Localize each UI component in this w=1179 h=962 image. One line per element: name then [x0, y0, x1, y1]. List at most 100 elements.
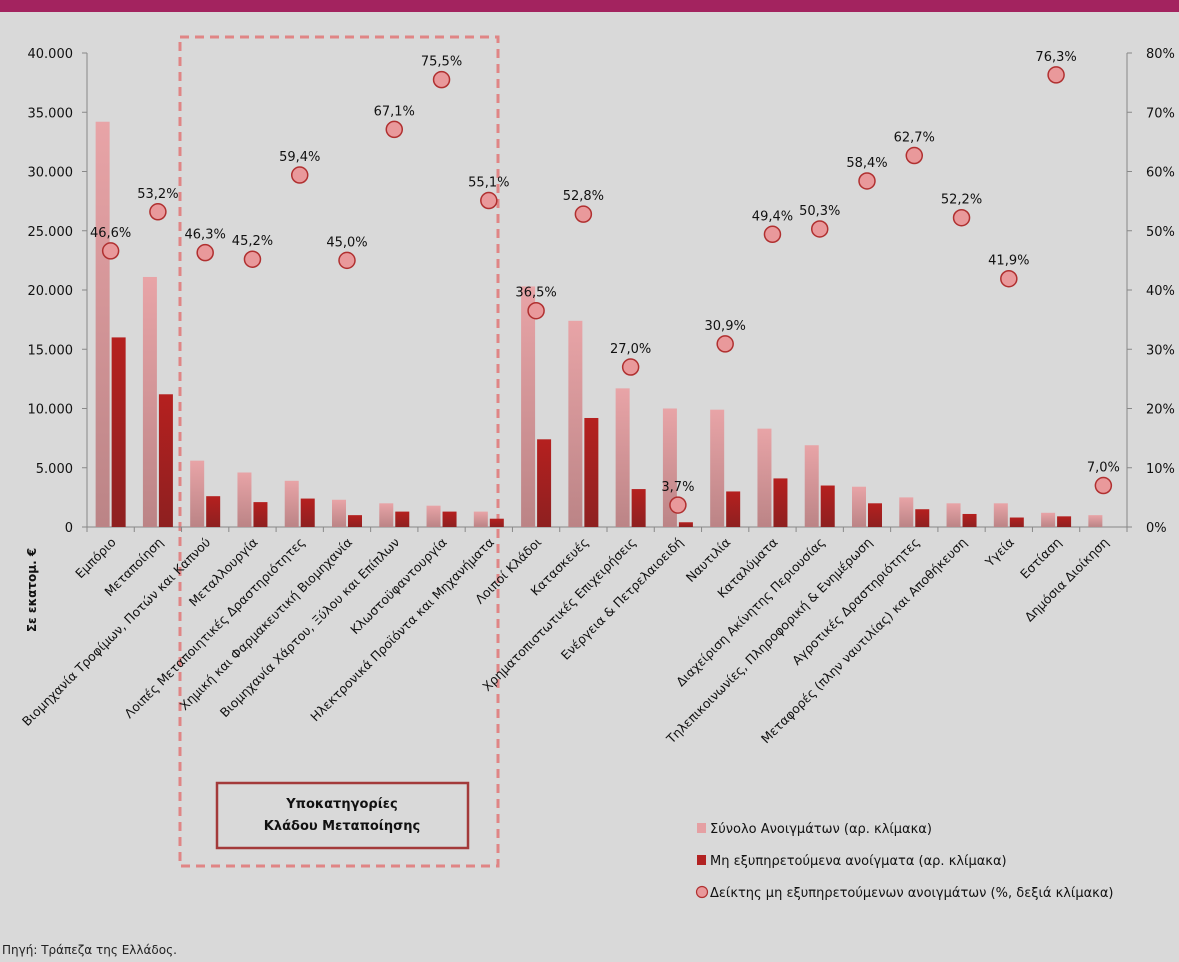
- ratio-point: [574, 205, 593, 223]
- y-axis-title: Σε εκατομ. €: [25, 548, 39, 632]
- bar-npe: [348, 515, 362, 527]
- ratio-point: [810, 220, 829, 238]
- ratio-point: [716, 335, 734, 353]
- ratio-point: [763, 225, 782, 244]
- bar-total: [95, 121, 110, 527]
- bar-total: [190, 460, 205, 527]
- y2-tick-label: 70%: [1146, 106, 1175, 121]
- bar-npe: [1009, 517, 1024, 527]
- ratio-point: [149, 203, 167, 221]
- bar-npe: [395, 511, 410, 527]
- ratio-point: [480, 191, 498, 210]
- subcategory-label-line2: Κλάδου Μεταποίησης: [264, 819, 420, 834]
- y-tick-label: 30.000: [28, 166, 74, 181]
- ratio-point: [196, 243, 214, 262]
- legend-swatch-total: [697, 823, 706, 833]
- legend-entry: Μη εξυπηρετούμενα ανοίγματα (αρ. κλίμακα…: [710, 854, 1007, 869]
- legend-swatch-npe: [697, 855, 706, 865]
- ratio-data-label: 55,1%: [468, 176, 509, 191]
- ratio-point: [1047, 66, 1065, 84]
- ratio-data-label: 53,2%: [137, 187, 178, 202]
- y2-tick-label: 0%: [1146, 521, 1167, 536]
- y2-tick-label: 40%: [1146, 284, 1175, 299]
- ratio-point: [432, 70, 451, 89]
- bar-npe: [300, 498, 315, 527]
- bar-total: [662, 408, 677, 527]
- y2-tick-label: 80%: [1146, 47, 1175, 62]
- ratio-data-label: 45,0%: [326, 235, 367, 250]
- ratio-point: [101, 242, 120, 260]
- bar-total: [993, 503, 1008, 527]
- category-label: Υγεία: [981, 535, 1017, 571]
- bar-total: [899, 497, 914, 527]
- bar-total: [757, 428, 772, 527]
- bar-npe: [442, 511, 457, 527]
- legend-entry: Δείκτης μη εξυπηρετούμενων ανοιγμάτων (%…: [710, 886, 1113, 901]
- ratio-data-label: 52,8%: [563, 189, 604, 204]
- ratio-point: [243, 250, 262, 268]
- ratio-data-label: 58,4%: [846, 156, 887, 171]
- y2-tick-label: 30%: [1146, 343, 1175, 358]
- ratio-data-label: 59,4%: [279, 150, 320, 165]
- bar-npe: [915, 509, 930, 527]
- bar-total: [804, 445, 819, 527]
- ratio-point: [338, 251, 356, 270]
- ratio-point: [290, 166, 309, 184]
- ratio-data-label: 49,4%: [752, 209, 793, 224]
- ratio-data-label: 75,5%: [421, 55, 462, 70]
- bar-total: [615, 388, 630, 527]
- bar-npe: [726, 491, 741, 527]
- ratio-point: [1094, 476, 1113, 495]
- ratio-data-label: 62,7%: [894, 131, 935, 146]
- bar-npe: [158, 394, 173, 527]
- ratio-data-label: 52,2%: [941, 193, 982, 208]
- ratio-data-label: 45,2%: [232, 234, 273, 249]
- y2-tick-label: 50%: [1146, 225, 1175, 240]
- y-tick-label: 5.000: [36, 462, 73, 477]
- source-note: Πηγή: Τράπεζα της Ελλάδος.: [2, 943, 177, 957]
- category-label: Εμπόριο: [72, 535, 119, 582]
- bar-npe: [868, 503, 882, 527]
- bar-npe: [678, 522, 693, 527]
- y-tick-label: 25.000: [28, 225, 74, 240]
- ratio-data-label: 36,5%: [515, 286, 556, 301]
- bar-total: [1041, 512, 1056, 527]
- y-tick-label: 40.000: [28, 47, 74, 62]
- bar-npe: [206, 496, 221, 527]
- ratio-point: [905, 146, 924, 165]
- y-tick-label: 35.000: [28, 106, 74, 121]
- bar-total: [946, 503, 961, 527]
- ratio-point: [621, 358, 640, 376]
- category-label: Χημική και Φαρμακευτική Βιομηχανία: [177, 535, 356, 714]
- bar-total: [237, 472, 252, 527]
- bar-total: [521, 286, 536, 527]
- ratio-data-label: 50,3%: [799, 204, 840, 219]
- bar-total: [426, 505, 441, 527]
- bar-npe: [631, 489, 646, 527]
- ratio-data-label: 41,9%: [988, 254, 1029, 269]
- legend-swatch-ratio: [695, 885, 709, 899]
- ratio-point: [385, 120, 404, 139]
- ratio-point: [952, 208, 971, 227]
- y-tick-label: 10.000: [28, 403, 74, 418]
- bar-total: [473, 511, 488, 527]
- bar-total: [332, 499, 346, 527]
- bar-total: [568, 320, 583, 527]
- ratio-point: [858, 172, 876, 190]
- ratio-data-label: 3,7%: [661, 480, 694, 495]
- y2-tick-label: 10%: [1146, 462, 1175, 477]
- bar-npe: [1057, 516, 1072, 527]
- legend-entry: Σύνολο Ανοιγμάτων (αρ. κλίμακα): [710, 822, 932, 837]
- bar-npe: [820, 485, 835, 527]
- subcategory-label-line1: Υποκατηγορίες: [285, 797, 397, 812]
- bar-total: [710, 409, 725, 527]
- bar-total: [1088, 515, 1103, 527]
- bar-total: [852, 486, 866, 527]
- subcategory-label-box: [215, 781, 470, 850]
- ratio-data-label: 7,0%: [1087, 461, 1120, 476]
- ratio-data-label: 76,3%: [1035, 50, 1076, 65]
- subcategory-region: [178, 35, 500, 868]
- y-tick-label: 20.000: [28, 284, 74, 299]
- ratio-data-label: 46,6%: [90, 226, 131, 241]
